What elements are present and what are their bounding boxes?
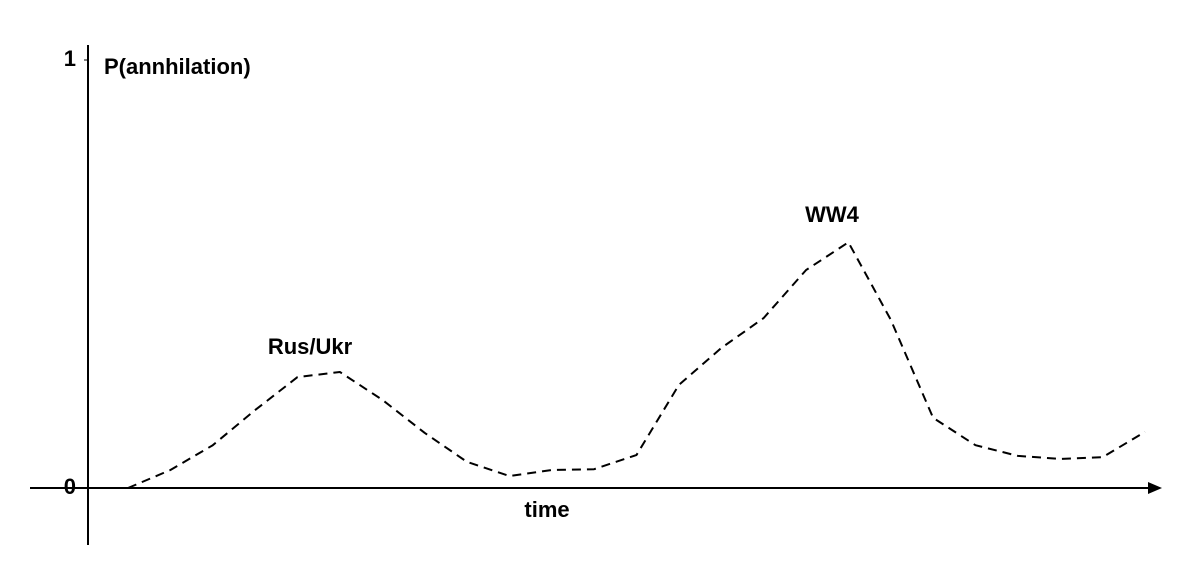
annotation: Rus/Ukr [268,334,353,359]
x-axis-arrow [1148,482,1162,494]
x-axis-label: time [524,497,569,522]
y-tick-label: 0 [64,474,76,499]
data-line [127,241,1146,489]
annotation: WW4 [805,202,860,227]
y-tick-label: 1 [64,46,76,71]
y-axis-label: P(annhilation) [104,54,251,79]
